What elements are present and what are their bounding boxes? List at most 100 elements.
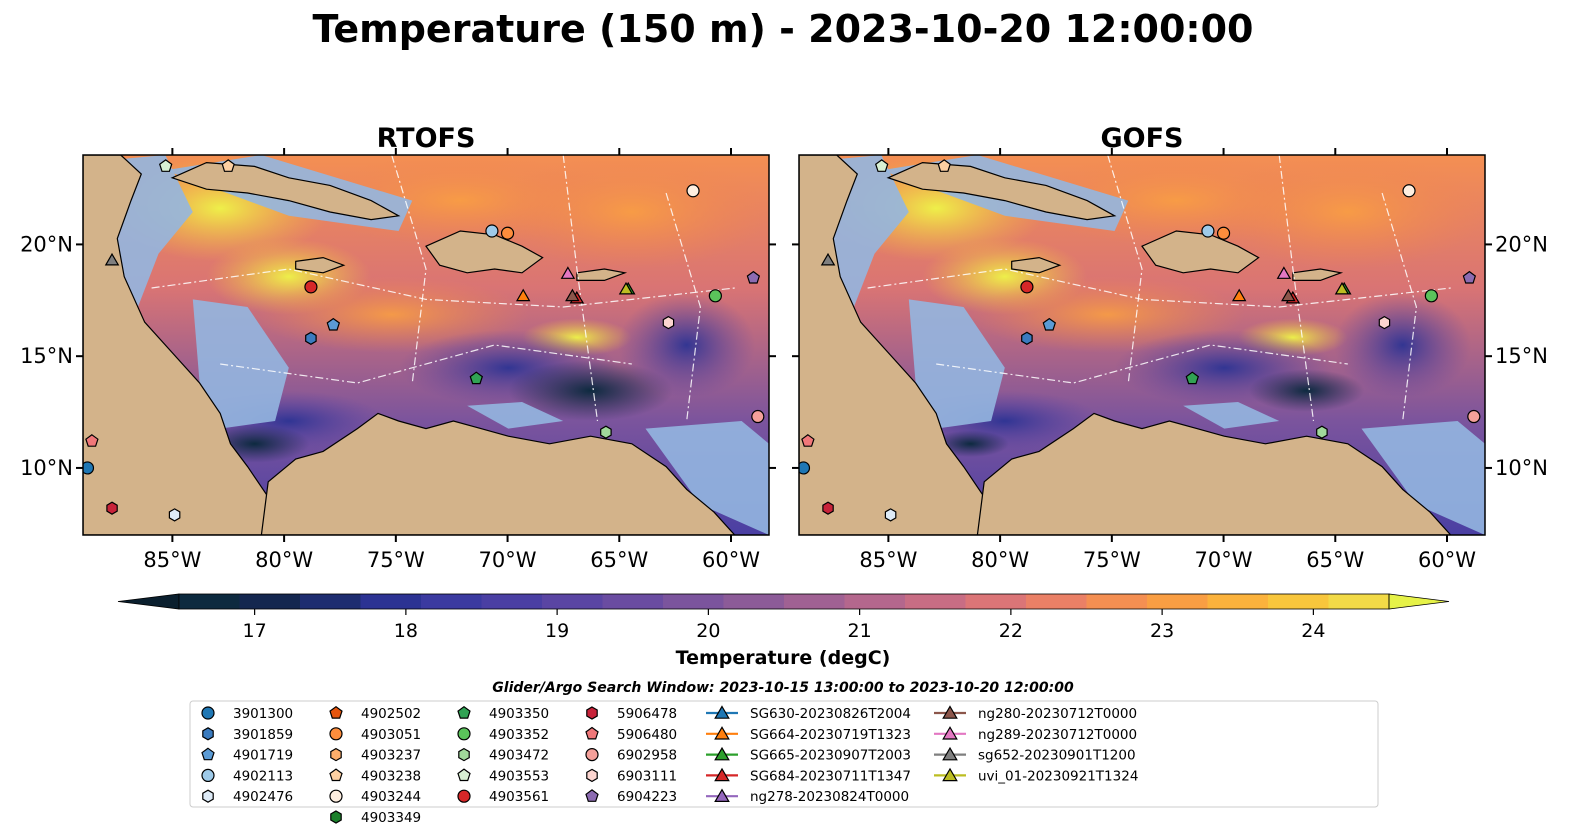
legend-item: 4903349 bbox=[330, 810, 421, 826]
legend-label: 4903561 bbox=[489, 789, 549, 805]
marker-5906478 bbox=[822, 501, 834, 515]
colorbar-segment bbox=[1268, 594, 1329, 609]
colorbar: 17 18 19 20 21 22 23 24 Temperature (degC) bbox=[117, 593, 1450, 669]
search-window-caption: Glider/Argo Search Window: 2023-10-15 13… bbox=[492, 680, 1074, 696]
legend-item: ng280-20230712T0000 bbox=[934, 705, 1137, 722]
legend-item: sg652-20230901T1200 bbox=[934, 746, 1136, 764]
marker-4903244 bbox=[686, 184, 700, 198]
marker-4903244 bbox=[1402, 184, 1416, 198]
colorbar-segment bbox=[1086, 594, 1148, 609]
lat-tick-label: 15°N bbox=[1495, 344, 1548, 368]
lon-tick-label: 65°W bbox=[1306, 548, 1364, 572]
lat-tick-label: 15°N bbox=[20, 344, 73, 368]
legend-item: 6902958 bbox=[585, 748, 677, 764]
legend-label: 4901719 bbox=[233, 748, 293, 764]
marker-6904223 bbox=[1462, 270, 1477, 284]
marker-3901300 bbox=[83, 461, 95, 475]
legend-item: 5906478 bbox=[586, 706, 677, 722]
legend-item: SG665-20230907T2003 bbox=[706, 746, 911, 764]
marker-6903111 bbox=[662, 315, 675, 330]
profile-markers bbox=[799, 159, 1481, 522]
marker-5906478 bbox=[106, 501, 118, 515]
legend-label: 4902113 bbox=[233, 768, 293, 784]
marker-sg652-20230901T1200 bbox=[820, 252, 836, 266]
legend-item: 4903051 bbox=[329, 727, 421, 743]
legend-label: 4903051 bbox=[361, 727, 421, 743]
map-panel-rtofs: RTOFS 85°W 80°W 75°W 70°W 65°W 60°W 10°N 15°N 20°… bbox=[20, 123, 776, 572]
legend-frame bbox=[189, 700, 1379, 808]
legend-label: SG630-20230826T2004 bbox=[750, 706, 911, 722]
legend-item: 3901859 bbox=[202, 727, 293, 743]
legend-item: ng278-20230824T0000 bbox=[706, 788, 909, 805]
marker-ng289-20230712T0000 bbox=[560, 266, 576, 279]
colorbar-segment bbox=[179, 594, 240, 609]
marker-4902476 bbox=[884, 508, 897, 522]
legend-item: 4903237 bbox=[330, 748, 421, 764]
marker-6903111 bbox=[1378, 315, 1391, 330]
legend-item: 4903350 bbox=[457, 705, 549, 722]
colorbar-segment bbox=[784, 594, 845, 609]
legend-item: 4903244 bbox=[329, 789, 421, 805]
legend-item: 4901719 bbox=[201, 747, 293, 764]
lon-tick-label: 65°W bbox=[590, 548, 648, 572]
lon-tick-label: 60°W bbox=[702, 548, 760, 572]
marker-ng289-20230712T0000 bbox=[1276, 266, 1292, 279]
profile-markers bbox=[83, 159, 765, 522]
colorbar-tick-label: 24 bbox=[1301, 620, 1325, 642]
marker-4902113 bbox=[1201, 224, 1215, 238]
colorbar-segment bbox=[421, 594, 482, 609]
colorbar-segment bbox=[663, 594, 724, 609]
marker-3901859 bbox=[305, 331, 317, 345]
legend-label: 3901859 bbox=[233, 727, 293, 743]
marker-uvi_01-20230921T1324 bbox=[618, 281, 634, 295]
lat-tick-label: 20°N bbox=[20, 232, 73, 256]
legend-label: ng280-20230712T0000 bbox=[978, 706, 1137, 722]
legend-label: 3901300 bbox=[233, 706, 293, 722]
legend-label: sg652-20230901T1200 bbox=[978, 748, 1136, 764]
legend-label: SG665-20230907T2003 bbox=[750, 748, 911, 764]
legend-label: 4903553 bbox=[489, 768, 549, 784]
colorbar-segment bbox=[1026, 594, 1087, 609]
map-frame bbox=[798, 154, 1486, 536]
marker-4903352 bbox=[1424, 289, 1438, 303]
marker-ng280-20230712T0000 bbox=[565, 288, 580, 302]
legend-label: 4903238 bbox=[361, 768, 421, 784]
temperature-field bbox=[83, 155, 769, 535]
colorbar-segment bbox=[844, 594, 906, 609]
legend-item: ng289-20230712T0000 bbox=[934, 726, 1137, 743]
legend-item: 4902502 bbox=[329, 705, 421, 722]
marker-4902113 bbox=[485, 224, 499, 238]
marker-4901719 bbox=[1042, 317, 1057, 331]
legend-label: 5906478 bbox=[617, 706, 677, 722]
colorbar-segment bbox=[1328, 594, 1390, 609]
marker-4903553 bbox=[874, 159, 889, 172]
legend-item: uvi_01-20230921T1324 bbox=[934, 767, 1138, 784]
legend-item: 5906480 bbox=[585, 726, 677, 743]
lat-tick-label: 20°N bbox=[1495, 232, 1548, 256]
panel-title: RTOFS bbox=[377, 123, 476, 154]
legend-label: 5906480 bbox=[617, 727, 677, 743]
marker-4903350 bbox=[469, 371, 484, 385]
legend-item: 6903111 bbox=[586, 768, 677, 784]
legend-label: ng278-20230824T0000 bbox=[750, 789, 909, 805]
legend-item: 6904223 bbox=[585, 789, 677, 805]
lon-tick-label: 80°W bbox=[971, 548, 1029, 572]
colorbar-tick-label: 21 bbox=[848, 620, 872, 642]
colorbar-segment bbox=[542, 594, 603, 609]
marker-3901859 bbox=[1021, 331, 1033, 345]
legend-label: 4902502 bbox=[361, 706, 421, 722]
marker-ng280-20230712T0000 bbox=[1281, 288, 1296, 302]
marker-6904223 bbox=[746, 270, 761, 284]
colorbar-tick-label: 18 bbox=[394, 620, 418, 642]
marker-4903472 bbox=[1316, 425, 1328, 439]
marker-SG664-20230719T1323 bbox=[515, 288, 531, 302]
colorbar-tick-label: 20 bbox=[696, 620, 720, 642]
legend-label: 6904223 bbox=[617, 789, 677, 805]
temperature-field bbox=[799, 155, 1485, 535]
colorbar-segment bbox=[602, 594, 664, 609]
lon-tick-label: 85°W bbox=[143, 548, 201, 572]
colorbar-tick-label: 22 bbox=[999, 620, 1023, 642]
legend-item: 4903553 bbox=[457, 768, 549, 784]
marker-4903553 bbox=[158, 159, 173, 172]
